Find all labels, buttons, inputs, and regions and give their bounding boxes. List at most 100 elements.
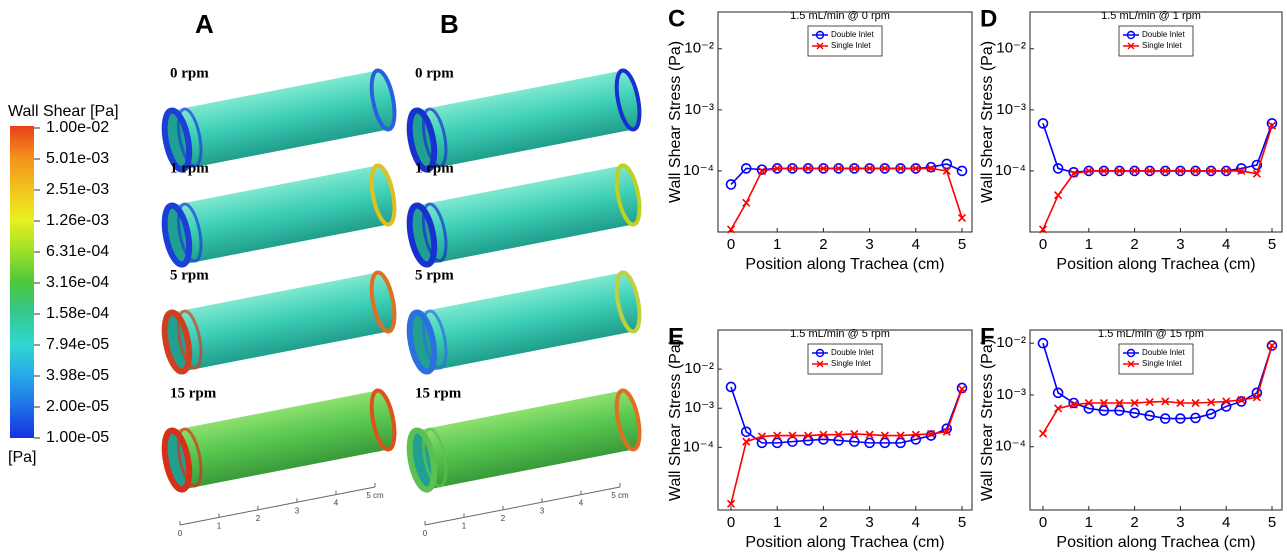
tube [160, 69, 398, 172]
legend-label: Single Inlet [831, 41, 871, 50]
y-tick-label: 10⁻² [684, 360, 714, 377]
chart-title: 1.5 mL/min @ 15 rpm [1098, 328, 1204, 340]
x-tick-label: 2 [1130, 236, 1138, 253]
colorbar-label: 1.00e-05 [46, 429, 109, 446]
colorbar [10, 126, 34, 438]
ruler-label: 2 [501, 514, 506, 523]
x-tick-label: 3 [1176, 514, 1184, 531]
ruler [180, 487, 375, 525]
x-tick-label: 4 [912, 236, 920, 253]
ruler-label: 3 [540, 506, 545, 515]
y-tick-label: 10⁻⁴ [683, 162, 714, 179]
ruler-label: 0 [423, 529, 428, 538]
ruler-label: 3 [295, 506, 300, 515]
panel-letter: A [195, 9, 214, 39]
x-tick-label: 3 [865, 514, 873, 531]
colorbar-label: 3.16e-04 [46, 274, 109, 291]
y-tick-label: 10⁻³ [996, 386, 1026, 403]
colorbar-label: 2.00e-05 [46, 398, 109, 415]
tube-body [171, 391, 389, 490]
ruler-label: 4 [579, 499, 584, 508]
colorbar-title: Wall Shear [Pa] [8, 103, 119, 120]
rpm-label: 15 rpm [170, 385, 217, 401]
rpm-label: 0 rpm [415, 65, 454, 81]
ruler-label: 4 [334, 499, 339, 508]
x-tick-label: 3 [1176, 236, 1184, 253]
tube [405, 69, 643, 172]
ruler-label: 1 [217, 522, 222, 531]
tube [405, 164, 643, 267]
tube-body [416, 71, 634, 170]
rpm-label: 5 rpm [170, 267, 209, 283]
legend-label: Double Inlet [831, 348, 874, 357]
ruler-label: 5 cm [366, 491, 384, 500]
y-tick-label: 10⁻³ [684, 399, 714, 416]
y-tick-label: 10⁻³ [996, 101, 1026, 118]
ruler-label: 2 [256, 514, 261, 523]
x-tick-label: 4 [1222, 236, 1230, 253]
y-tick-label: 10⁻² [684, 40, 714, 57]
y-tick-label: 10⁻³ [684, 101, 714, 118]
colorbar-label: 2.51e-03 [46, 181, 109, 198]
rpm-label: 1 rpm [170, 160, 209, 176]
legend-label: Single Inlet [1142, 41, 1182, 50]
tube-body [416, 166, 634, 265]
x-tick-label: 0 [1039, 514, 1047, 531]
y-tick-label: 10⁻² [996, 334, 1026, 351]
y-axis-title: Wall Shear Stress (Pa) [979, 339, 996, 501]
colorbar-label: 7.94e-05 [46, 336, 109, 353]
legend-label: Double Inlet [1142, 348, 1185, 357]
panel-letter: C [668, 5, 685, 32]
tube [160, 164, 398, 267]
x-tick-label: 1 [773, 236, 781, 253]
colorbar-label: 1.00e-02 [46, 119, 109, 136]
tube-body [171, 71, 389, 170]
x-tick-label: 5 [1268, 236, 1276, 253]
rpm-label: 5 rpm [415, 267, 454, 283]
y-axis-title: Wall Shear Stress (Pa) [667, 339, 684, 501]
rpm-label: 15 rpm [415, 385, 462, 401]
colorbar-unit: [Pa] [8, 449, 36, 466]
x-tick-label: 3 [865, 236, 873, 253]
colorbar-label: 6.31e-04 [46, 243, 109, 260]
x-tick-label: 2 [1130, 514, 1138, 531]
colorbar-label: 3.98e-05 [46, 367, 109, 384]
chart-title: 1.5 mL/min @ 5 rpm [790, 328, 890, 340]
x-tick-label: 5 [1268, 514, 1276, 531]
x-axis-title: Position along Trachea (cm) [745, 256, 944, 273]
legend-label: Single Inlet [831, 359, 871, 368]
y-tick-label: 10⁻⁴ [995, 438, 1026, 455]
legend-label: Double Inlet [1142, 30, 1185, 39]
x-axis-title: Position along Trachea (cm) [1056, 256, 1255, 273]
x-tick-label: 4 [912, 514, 920, 531]
x-tick-label: 5 [958, 236, 966, 253]
tube-body [171, 273, 389, 372]
x-tick-label: 2 [819, 514, 827, 531]
panel-letter: B [440, 9, 459, 39]
x-tick-label: 4 [1222, 514, 1230, 531]
chart-title: 1.5 mL/min @ 1 rpm [1101, 10, 1201, 22]
x-tick-label: 1 [773, 514, 781, 531]
tube [160, 271, 398, 374]
ruler-label: 1 [462, 522, 467, 531]
rpm-label: 1 rpm [415, 160, 454, 176]
x-tick-label: 1 [1085, 514, 1093, 531]
tube-body [416, 273, 634, 372]
tube-body [416, 391, 634, 490]
y-axis-title: Wall Shear Stress (Pa) [979, 41, 996, 203]
ruler-label: 5 cm [611, 491, 629, 500]
x-tick-label: 0 [1039, 236, 1047, 253]
x-tick-label: 0 [727, 514, 735, 531]
tube [405, 389, 643, 492]
panel-letter: D [980, 5, 997, 32]
y-tick-label: 10⁻² [996, 40, 1026, 57]
x-tick-label: 1 [1085, 236, 1093, 253]
tube [405, 271, 643, 374]
y-tick-label: 10⁻⁴ [995, 162, 1026, 179]
legend-label: Double Inlet [831, 30, 874, 39]
colorbar-label: 1.58e-04 [46, 305, 109, 322]
x-axis-title: Position along Trachea (cm) [1056, 534, 1255, 551]
ruler [425, 487, 620, 525]
x-tick-label: 5 [958, 514, 966, 531]
tube [160, 389, 398, 492]
